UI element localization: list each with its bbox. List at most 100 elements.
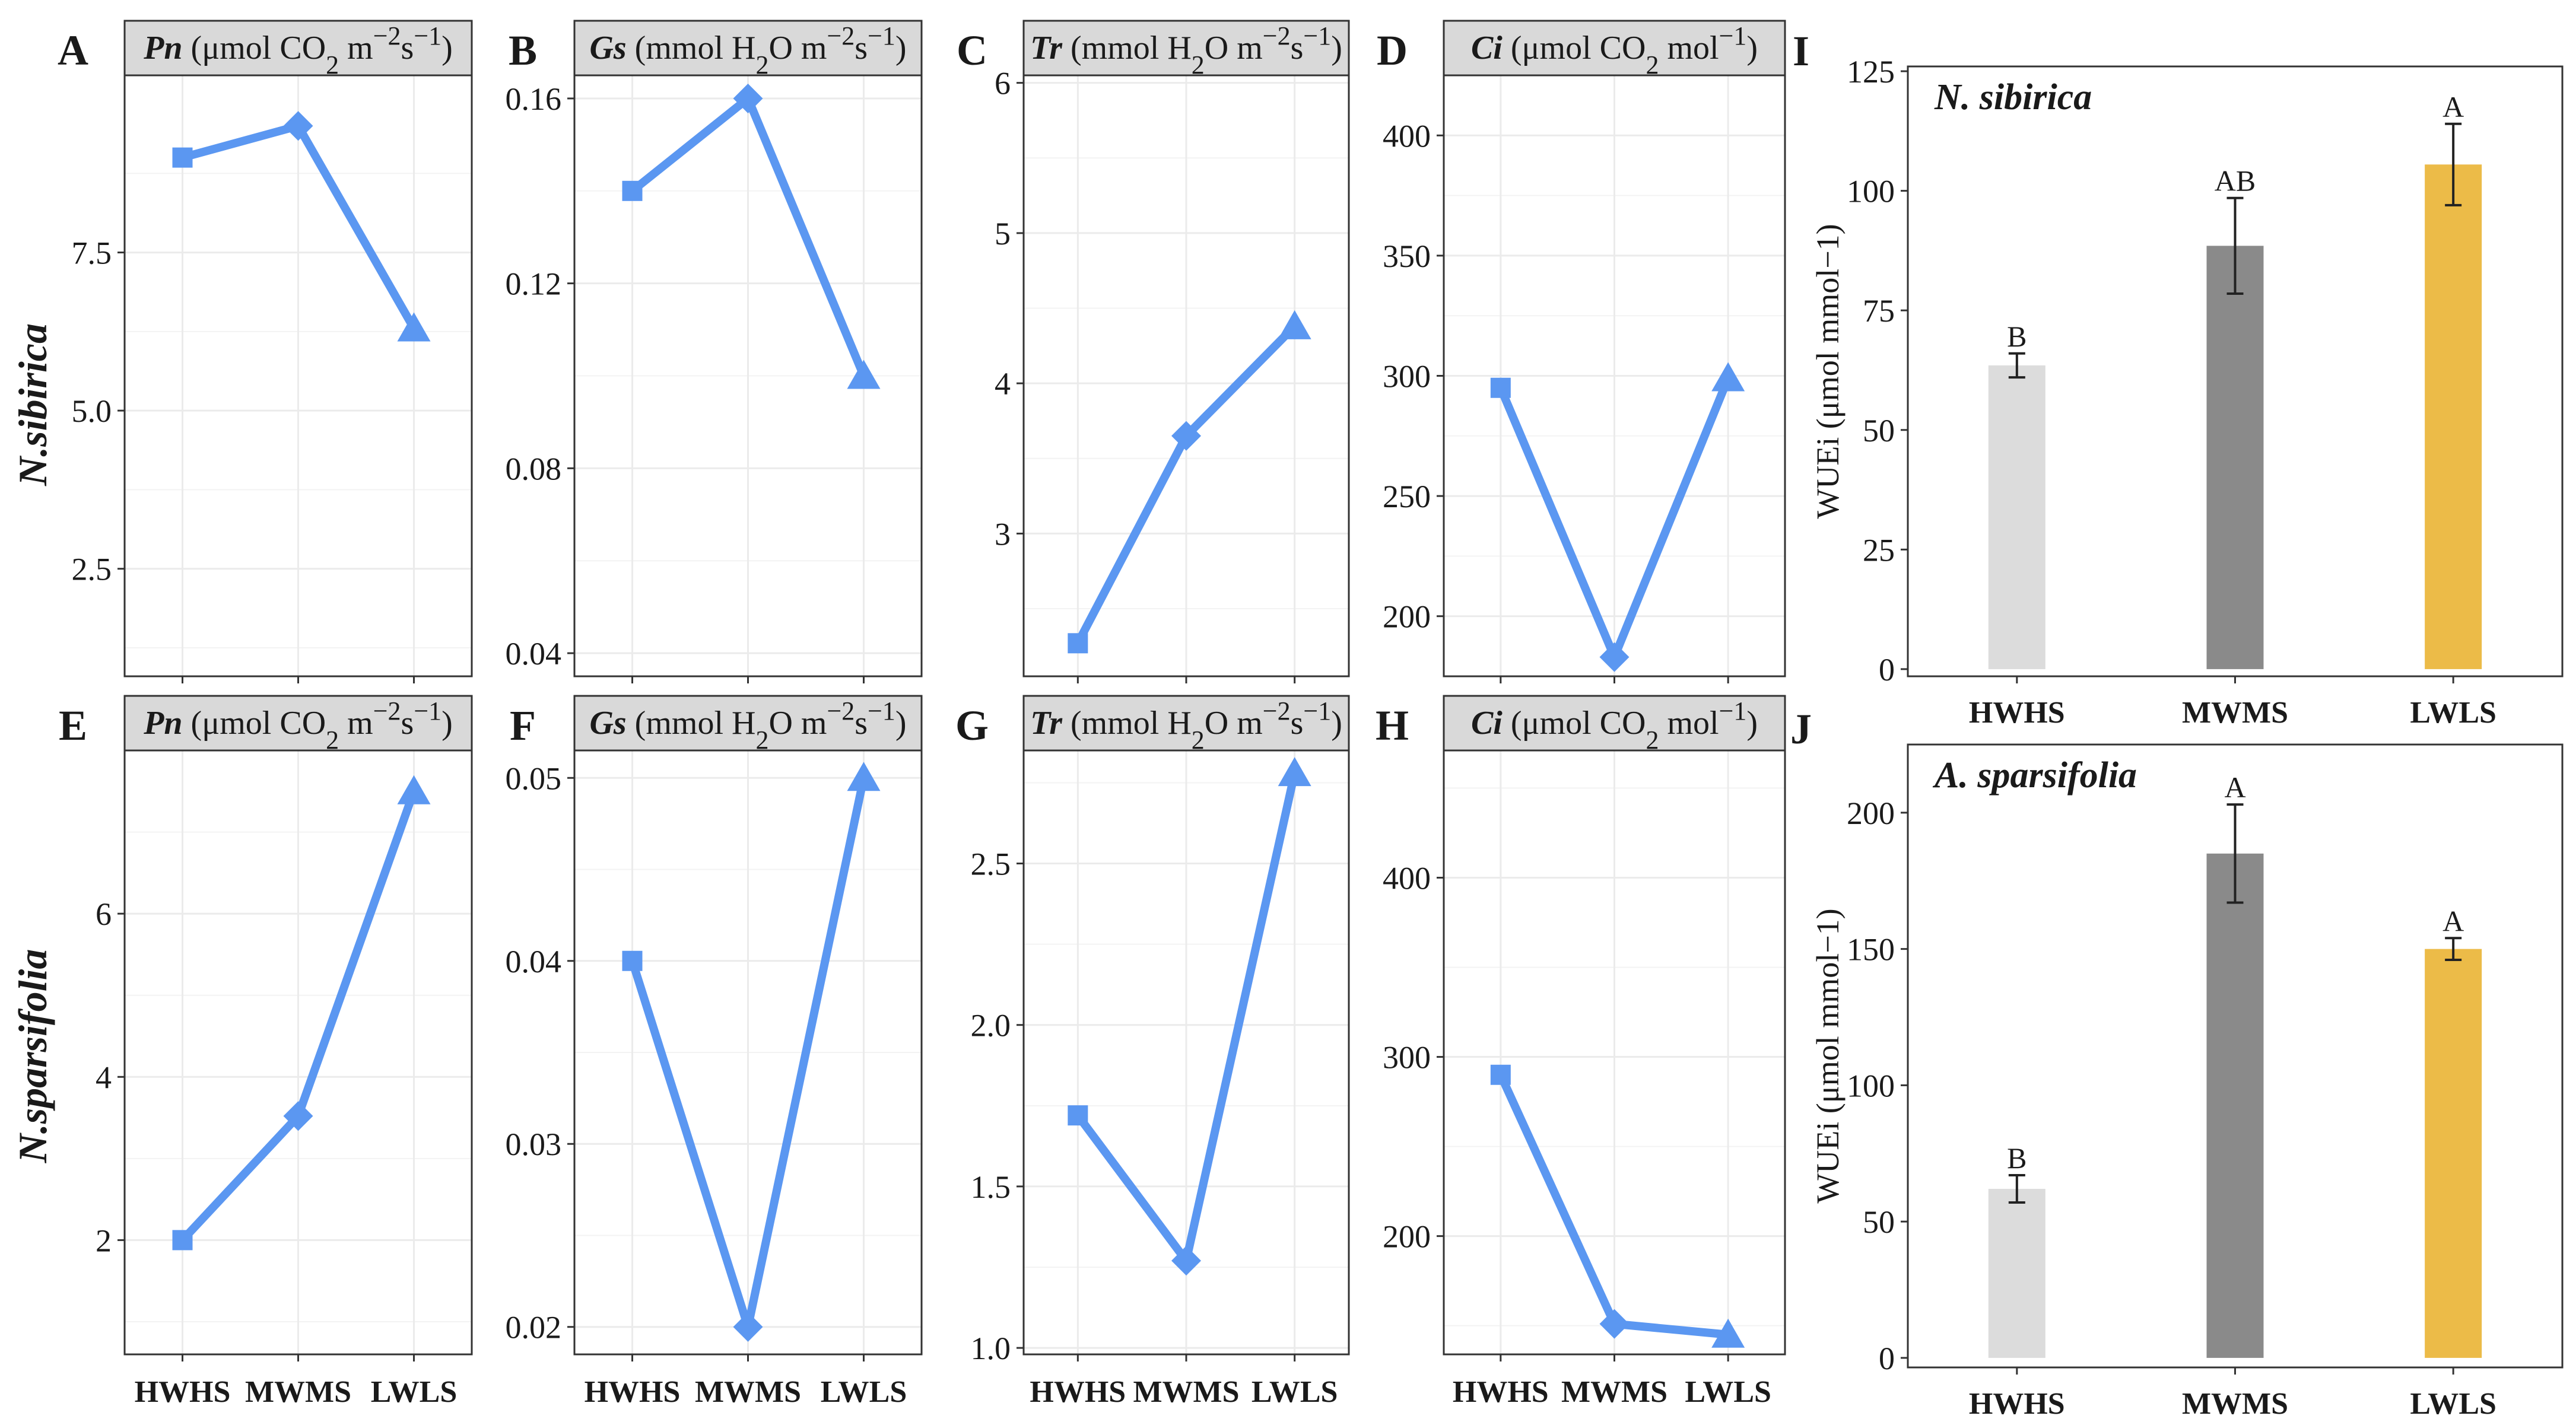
data-point-MWMS (733, 83, 763, 113)
strip-subscript: 2 (1192, 726, 1205, 755)
panel-label: A (58, 27, 88, 74)
y-tick-label: 0.05 (506, 761, 562, 796)
y-axis-label: WUEi (μmol mmol−1) (1810, 908, 1846, 1203)
strip-title: Gs (mmol H2O m−2s−1) (589, 696, 906, 755)
strip-superscript: −2 (827, 696, 855, 726)
y-tick-label: 6 (96, 896, 112, 932)
data-point-MWMS (1599, 1309, 1630, 1339)
strip-variable: Pn (143, 705, 182, 742)
strip-superscript: −1 (1303, 696, 1331, 726)
x-tick-label: LWLS (371, 1375, 458, 1409)
strip-superscript: −1 (414, 21, 441, 50)
x-tick-label: MWMS (695, 1375, 801, 1409)
data-point-LWLS (847, 360, 881, 389)
panel-I: 0 25 50 75 100 125 B HWHS AB MWMS A LWLS N. sibirica… (1793, 27, 2564, 730)
x-tick-label: HWHS (135, 1375, 231, 1409)
strip-subscript: 2 (755, 50, 768, 79)
strip-unit: ) (895, 30, 907, 66)
y-tick-label: 250 (1383, 479, 1431, 514)
strip-title: Ci (μmol CO2 mol−1) (1471, 21, 1758, 79)
data-point-HWHS (172, 1230, 193, 1251)
y-tick-label: 0.04 (506, 636, 562, 672)
strip-unit: (mmol H (1062, 30, 1192, 66)
strip-superscript: −2 (373, 696, 401, 726)
y-tick-label: 150 (1847, 932, 1895, 968)
panel-label: B (509, 27, 537, 74)
y-tick-label: 0.04 (506, 944, 562, 979)
strip-unit: s (855, 30, 868, 66)
x-tick-label: MWMS (245, 1375, 351, 1409)
strip-header (1443, 695, 1786, 752)
strip-unit: O m (768, 30, 827, 66)
y-tick-label: 0 (1879, 1341, 1895, 1376)
strip-subscript: 2 (326, 50, 339, 79)
strip-unit: m (339, 30, 373, 66)
strip-unit: (μmol CO (183, 30, 326, 66)
bar-HWHS (1988, 365, 2045, 669)
inset-title: A. sparsifolia (1932, 755, 2137, 796)
data-point-HWHS (1490, 377, 1511, 398)
strip-unit: ) (1331, 705, 1342, 742)
strip-header (573, 20, 923, 77)
y-tick-label: 2.0 (971, 1008, 1011, 1044)
strip-superscript: −1 (414, 696, 441, 726)
strip-unit: ) (895, 705, 907, 742)
strip-unit: s (1291, 705, 1304, 742)
x-tick-label: LWLS (2410, 1387, 2496, 1421)
y-axis-label: WUEi (μmol mmol−1) (1810, 224, 1846, 518)
data-point-MWMS (1599, 642, 1630, 672)
y-tick-label: 200 (1847, 796, 1895, 831)
y-tick-label: 2 (96, 1223, 112, 1258)
strip-subscript: 2 (1192, 50, 1205, 79)
y-tick-label: 200 (1383, 1219, 1431, 1255)
y-tick-label: 2.5 (72, 552, 112, 587)
panel-A: Pn (μmol CO2 m−2s−1) 2.5 5.0 7.5 A (58, 20, 473, 683)
x-tick-label: LWLS (1252, 1375, 1338, 1409)
strip-subscript: 2 (755, 726, 768, 755)
strip-unit: s (401, 30, 414, 66)
y-tick-label: 3 (995, 516, 1011, 552)
data-point-LWLS (1711, 362, 1745, 392)
panel-label: J (1790, 705, 1812, 753)
y-tick-label: 400 (1383, 118, 1431, 154)
strip-superscript: −1 (1303, 21, 1331, 50)
y-tick-label: 0.02 (506, 1310, 562, 1345)
panel-label: D (1377, 27, 1408, 74)
panel-label: I (1793, 27, 1809, 75)
y-tick-label: 0.03 (506, 1127, 562, 1162)
x-tick-label: LWLS (821, 1375, 907, 1409)
data-point-HWHS (622, 180, 643, 201)
y-tick-label: 100 (1847, 1068, 1895, 1103)
x-tick-label: LWLS (2410, 696, 2496, 730)
strip-unit: ) (1746, 705, 1758, 742)
strip-unit: ) (441, 30, 453, 66)
x-tick-label: HWHS (1969, 696, 2065, 730)
significance-letter: AB (2215, 164, 2256, 198)
strip-superscript: −1 (868, 21, 895, 50)
y-tick-label: 4 (96, 1060, 112, 1095)
strip-unit: O m (768, 705, 827, 742)
data-point-LWLS (1278, 310, 1311, 339)
y-tick-label: 0.16 (506, 81, 562, 117)
y-tick-label: 5 (995, 216, 1011, 252)
strip-variable: Tr (1030, 705, 1063, 742)
y-tick-label: 6 (995, 66, 1011, 101)
y-tick-label: 4 (995, 366, 1011, 402)
row-label-top: N.sibirica (10, 323, 55, 486)
y-tick-label: 25 (1863, 532, 1895, 568)
strip-title: Ci (μmol CO2 mol−1) (1471, 696, 1758, 755)
strip-title: Tr (mmol H2O m−2s−1) (1030, 696, 1342, 755)
strip-unit: O m (1205, 30, 1263, 66)
panels: Pn (μmol CO2 m−2s−1)2.55.07.5A Gs (mmol H… (58, 20, 2564, 1421)
strip-unit: s (1291, 30, 1304, 66)
strip-unit: ) (1331, 30, 1342, 66)
data-point-LWLS (397, 312, 431, 342)
strip-unit: (mmol H (1062, 705, 1192, 742)
strip-variable: Gs (589, 30, 626, 66)
inset-title: N. sibirica (1934, 77, 2092, 117)
panel-C: Tr (mmol H2O m−2s−1) 3 4 5 6C (957, 20, 1350, 683)
data-point-LWLS (847, 762, 881, 791)
strip-subscript: 2 (1646, 726, 1659, 755)
bar-MWMS (2206, 246, 2264, 669)
